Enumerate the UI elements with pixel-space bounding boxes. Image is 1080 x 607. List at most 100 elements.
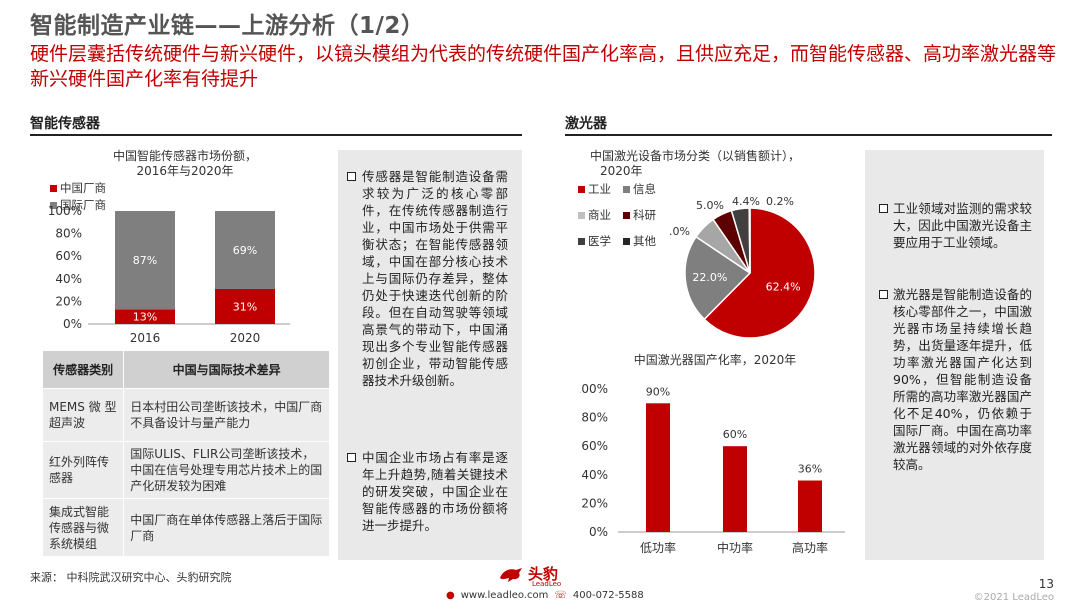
table-row: MEMS 微 型超声波 日本村田公司垄断该技术，中国厂商不具备设计与量产能力	[41, 388, 330, 442]
table-cell-difference: 国际ULIS、FLIR公司垄断该技术，中国在信号处理专用芯片技术上的国产化研发较…	[123, 441, 330, 499]
leadleo-logo: 头豹 LeadLeo	[498, 563, 561, 588]
data-label: 87%	[133, 254, 157, 267]
y-tick-label: 0%	[589, 525, 608, 539]
checkbox-bullet-icon	[347, 453, 356, 462]
page-number: 13	[1038, 577, 1054, 591]
table-cell-category: 红外列阵传感器	[41, 441, 125, 499]
checkbox-bullet-icon	[879, 290, 888, 299]
bar-segment	[115, 309, 175, 324]
legend-label: 国际厂商	[60, 198, 106, 212]
y-tick-label: 80%	[55, 227, 82, 241]
laser-market-pie-chart: 62.4% 22.0% 6.0% 5.0% 4.4% 0.2%	[670, 195, 816, 339]
sensor-note-2: 中国企业市场占有率是逐年上升趋势,随着关键技术的研发突破，中国企业在智能传感器的…	[362, 450, 508, 533]
pie-slice	[684, 235, 752, 321]
legend-item-medical: 医学	[578, 233, 611, 249]
laser-note-2: 激光器是智能制造设备的核心零部件之一，中国激光器市场呈持续增长趋势，出货量逐年提…	[893, 287, 1032, 472]
legend-swatch-gray	[50, 201, 57, 209]
pie-data-label: 0.2%	[766, 195, 794, 208]
bar-segment	[115, 211, 175, 310]
data-label: 60%	[723, 428, 747, 441]
pie-chart-title-line1: 中国激光设备市场分类（以销售额计），	[590, 149, 801, 163]
legend-swatch	[578, 185, 585, 193]
footer-source: 来源： 中科院武汉研究中心、头豹研究院	[30, 571, 232, 584]
pie-data-label: 4.4%	[732, 195, 760, 208]
section-title-sensor: 智能传感器	[30, 116, 100, 132]
logo-subtext: LeadLeo	[532, 580, 562, 588]
page-title: 智能制造产业链——上游分析（1/2）	[30, 13, 425, 39]
legend-swatch	[578, 237, 585, 245]
data-label: 90%	[646, 385, 670, 398]
data-label: 31%	[233, 300, 257, 313]
x-tick-label: 2020	[230, 331, 261, 345]
legend-label: 医学	[588, 234, 611, 248]
footer-website[interactable]: www.leadleo.com	[460, 590, 549, 601]
x-tick-label: 低功率	[640, 540, 676, 555]
legend-item-research: 科研	[623, 207, 656, 223]
bar	[646, 403, 670, 532]
legend-swatch	[623, 211, 630, 219]
table-header-cell: 中国与国际技术差异	[123, 350, 330, 389]
table-header-row: 传感器类别 中国与国际技术差异	[41, 350, 330, 389]
laser-notes-box: 工业领域对监测的需求较大，因此中国激光设备主要应用于工业领域。 激光器是智能制造…	[865, 150, 1044, 560]
legend-swatch	[623, 185, 630, 193]
y-tick-label: 0%	[63, 317, 82, 331]
section-divider-right	[565, 134, 1052, 136]
legend-label: 科研	[633, 208, 656, 222]
legend-item-domestic: 中国厂商	[50, 180, 106, 196]
x-tick-label: 高功率	[792, 540, 828, 555]
legend-item-international: 国际厂商	[50, 197, 106, 213]
legend-swatch	[578, 211, 585, 219]
legend-item-other: 其他	[623, 233, 656, 249]
sensor-notes-box: 传感器是智能制造设备需求较为广泛的核心零部件，在传统传感器制造行业，中国市场处于…	[338, 150, 522, 560]
sensor-tech-table: 传感器类别 中国与国际技术差异 MEMS 微 型超声波 日本村田公司垄断该技术，…	[41, 350, 330, 557]
y-tick-label: 80%	[581, 411, 608, 425]
pie-slice	[748, 207, 751, 274]
table-row: 集成式智能传感器与微系统模组 中国厂商在单体传感器上落后于国际厂商	[41, 498, 330, 557]
pie-data-label: 6.0%	[670, 225, 690, 238]
legend-label: 其他	[633, 234, 656, 248]
sensor-note-1: 传感器是智能制造设备需求较为广泛的核心零部件，在传统传感器制造行业，中国市场处于…	[362, 169, 508, 388]
table-cell-difference: 日本村田公司垄断该技术，中国厂商不具备设计与量产能力	[123, 388, 330, 442]
x-tick-label: 中功率	[717, 540, 753, 555]
pie-data-label: 62.4%	[766, 281, 801, 294]
table-header-cell: 传感器类别	[41, 350, 125, 389]
pie-legend: 工业 信息 商业 科研 医学 其他	[578, 181, 688, 249]
data-label: 69%	[233, 244, 257, 257]
pie-slice	[703, 207, 816, 339]
data-label: 36%	[798, 463, 822, 476]
checkbox-bullet-icon	[347, 172, 356, 181]
pie-data-label: 5.0%	[696, 199, 724, 212]
pie-data-label: 22.0%	[692, 271, 727, 284]
bar-segment	[215, 288, 275, 324]
table-cell-category: MEMS 微 型超声波	[41, 388, 125, 442]
y-tick-label: 40%	[55, 272, 82, 286]
legend-label: 中国厂商	[60, 181, 106, 195]
copyright: ©2021 LeadLeo	[973, 592, 1054, 603]
sensor-share-chart: 0% 20% 40% 60% 80% 100% 13% 87% 2016 31% 69% 2020	[48, 205, 290, 345]
legend-item-info: 信息	[623, 181, 656, 197]
bar-segment	[215, 211, 275, 289]
sensor-chart-title-line1: 中国智能传感器市场份额，	[112, 149, 257, 163]
legend-item-commerce: 商业	[578, 207, 611, 223]
legend-swatch-red	[50, 184, 57, 192]
table-cell-category: 集成式智能传感器与微系统模组	[41, 498, 125, 557]
table-row: 红外列阵传感器 国际ULIS、FLIR公司垄断该技术，中国在信号处理专用芯片技术…	[41, 441, 330, 499]
legend-label: 商业	[588, 208, 611, 222]
sensor-legend: 中国厂商 国际厂商	[50, 180, 106, 213]
y-tick-label: 40%	[581, 468, 608, 482]
x-tick-label: 2016	[130, 331, 161, 345]
bar	[723, 446, 747, 532]
legend-item-industry: 工业	[578, 181, 611, 197]
phone-icon: ☏	[554, 590, 567, 601]
laser-note-1: 工业领域对监测的需求较大，因此中国激光设备主要应用于工业领域。	[893, 201, 1032, 250]
table-cell-difference: 中国厂商在单体传感器上落后于国际厂商	[123, 498, 330, 557]
pie-chart-title-line2: 2020年	[600, 164, 643, 178]
legend-label: 信息	[633, 182, 656, 196]
section-title-laser: 激光器	[565, 116, 607, 132]
y-tick-label: 20%	[581, 496, 608, 510]
laser-bar-chart-title: 中国激光器国产化率，2020年	[633, 353, 797, 367]
bar	[798, 480, 822, 532]
y-tick-label: 100%	[580, 382, 608, 396]
y-tick-label: 100%	[48, 205, 82, 218]
y-tick-label: 60%	[581, 439, 608, 453]
